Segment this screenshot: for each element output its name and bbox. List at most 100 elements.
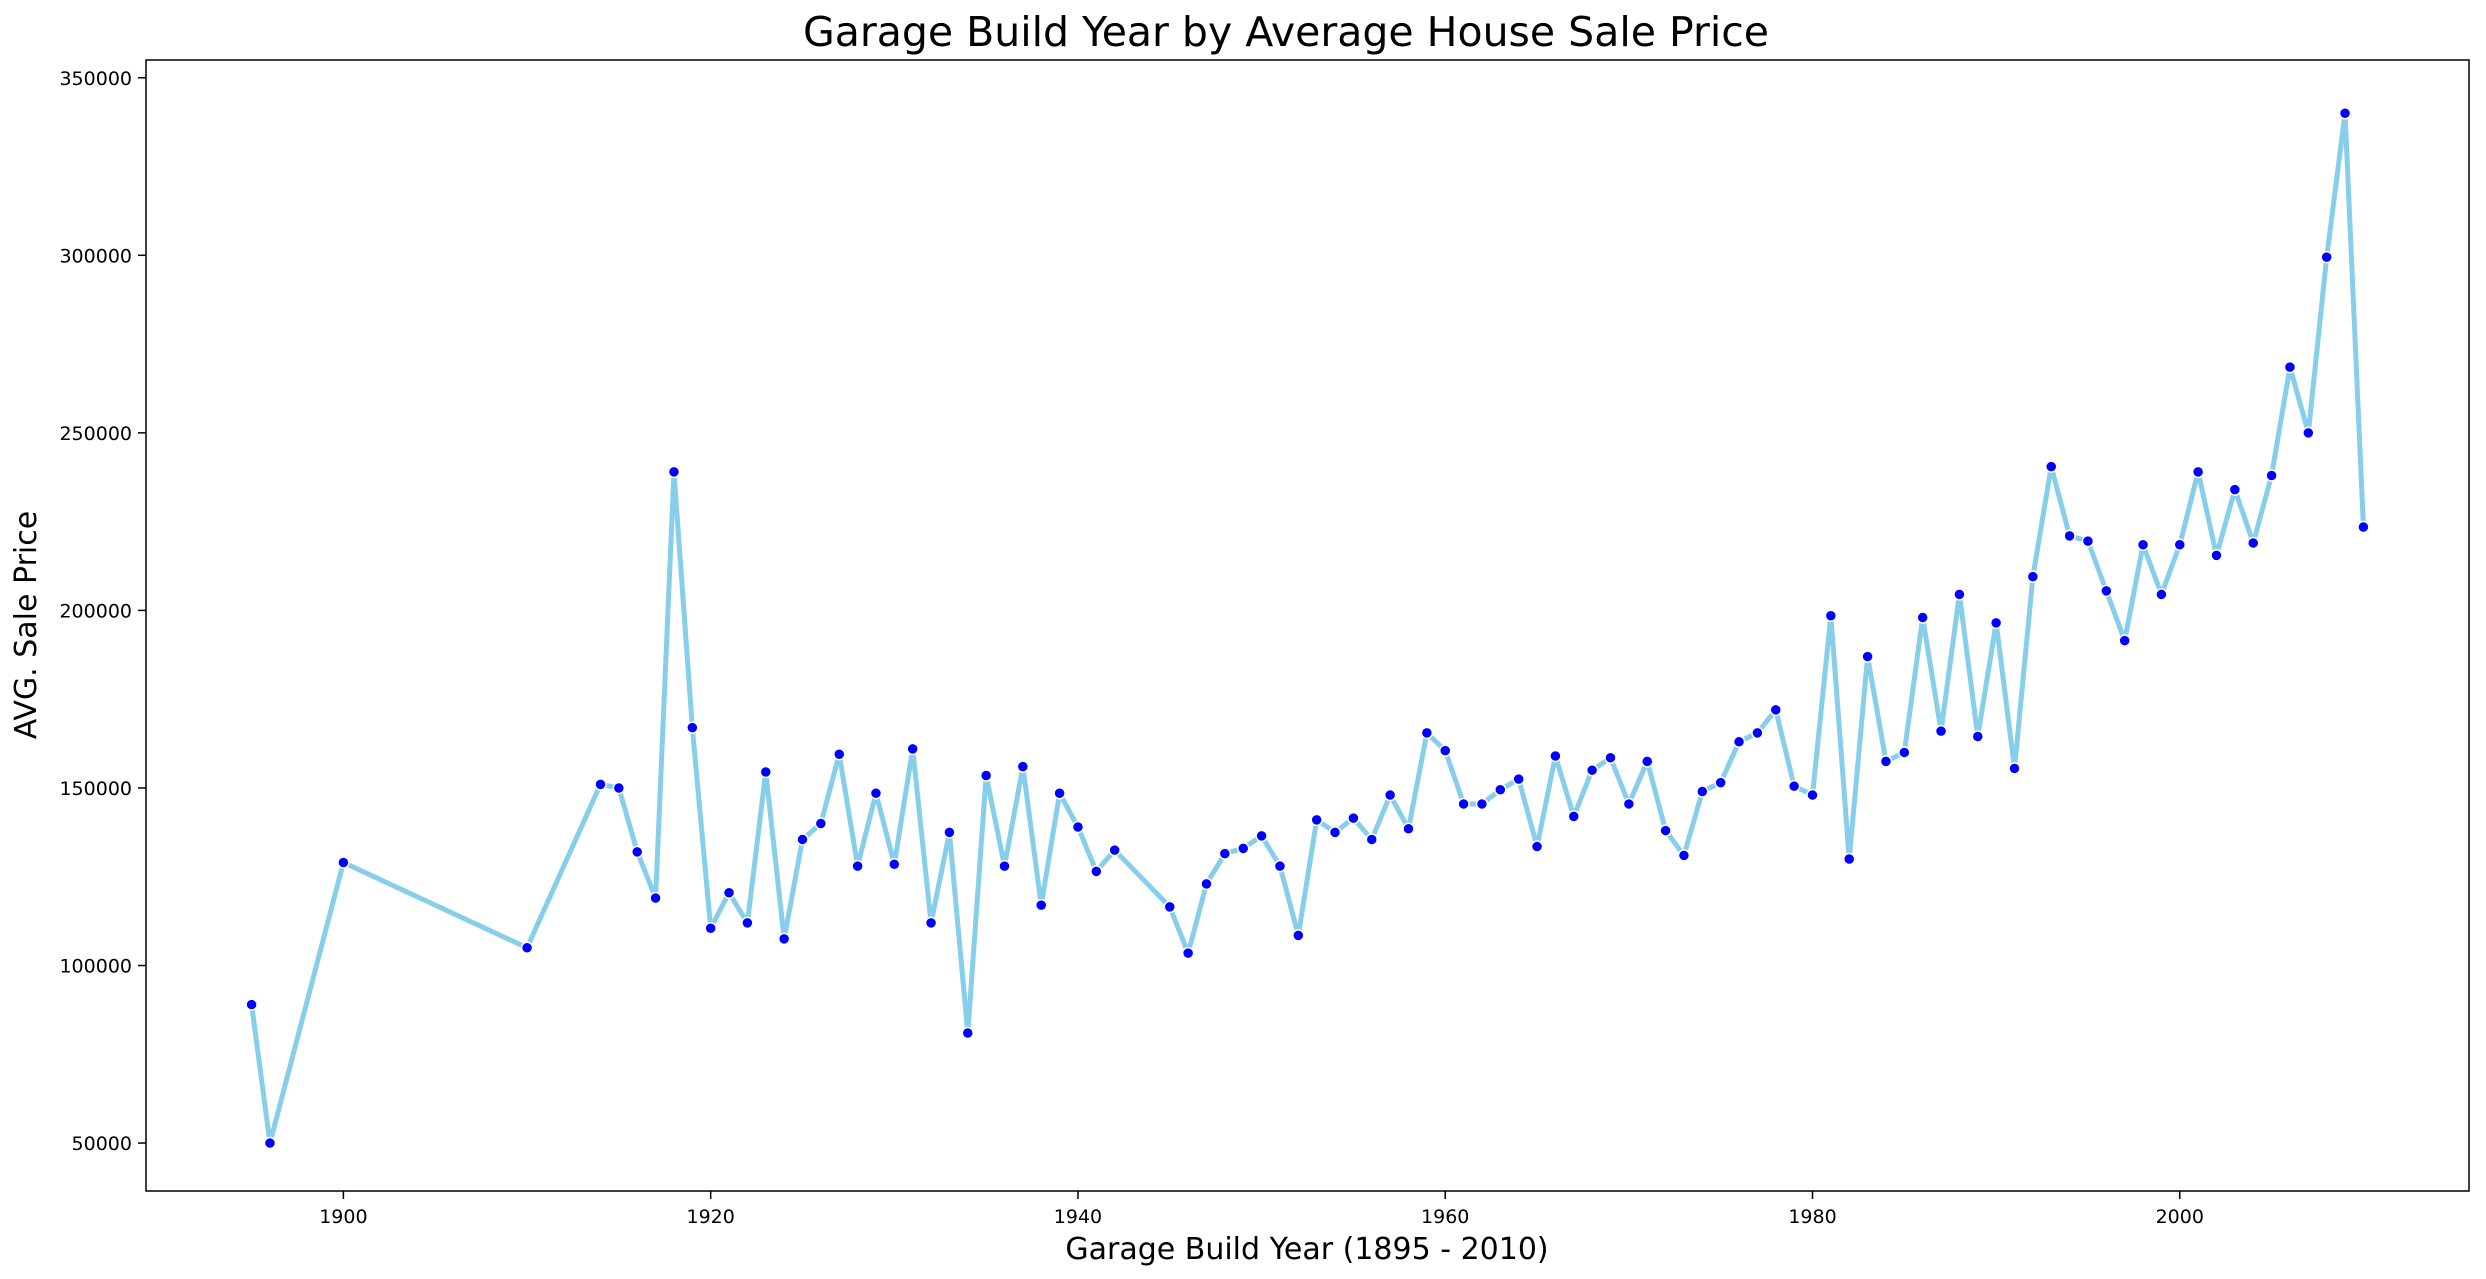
data-point	[1842, 852, 1856, 866]
x-tick-label: 2000	[2156, 1206, 2204, 1228]
data-point	[1769, 703, 1783, 717]
data-point	[1181, 946, 1195, 960]
data-point	[1034, 898, 1048, 912]
data-point	[814, 817, 828, 830]
data-point	[2283, 360, 2297, 374]
data-point	[1971, 730, 1985, 743]
data-point	[1622, 797, 1636, 811]
data-point	[2320, 250, 2333, 264]
data-point	[1438, 744, 1452, 757]
data-point	[337, 856, 350, 869]
data-point	[1989, 616, 2003, 630]
data-point	[520, 941, 534, 955]
data-point	[263, 1136, 277, 1150]
data-point	[1108, 843, 1121, 857]
data-point	[1200, 877, 1213, 891]
data-point	[1549, 749, 1562, 763]
data-point	[961, 1026, 975, 1040]
data-point	[906, 742, 919, 756]
x-tick-label: 1960	[1421, 1206, 1469, 1228]
data-point	[2173, 538, 2187, 551]
data-point	[649, 891, 662, 905]
plot-area	[245, 107, 2370, 1150]
data-point	[1347, 811, 1360, 825]
data-point	[1071, 820, 1085, 834]
plot-frame	[145, 59, 2470, 1192]
data-point	[759, 765, 773, 779]
data-point	[1273, 859, 1287, 873]
data-point	[2246, 536, 2260, 550]
data-point	[2044, 460, 2058, 473]
data-point	[630, 845, 644, 859]
data-point	[1328, 826, 1342, 839]
series-line	[249, 110, 2366, 1146]
x-tick-label: 1900	[319, 1206, 367, 1228]
data-point	[1383, 788, 1397, 802]
x-tick-label: 1920	[687, 1206, 735, 1228]
data-point	[1053, 787, 1066, 800]
data-point	[2008, 762, 2021, 775]
data-point	[2081, 534, 2095, 548]
data-point	[1567, 810, 1581, 823]
chart-title: Garage Build Year by Average House Sale …	[803, 8, 1769, 56]
data-point	[667, 465, 681, 479]
x-tick-label: 1940	[1054, 1206, 1102, 1228]
data-point	[1751, 726, 1764, 740]
data-point	[245, 998, 258, 1011]
data-point	[2265, 469, 2278, 482]
data-point	[796, 833, 809, 846]
data-point	[1255, 829, 1268, 843]
data-point	[832, 747, 846, 761]
data-point	[704, 921, 717, 935]
data-point	[1292, 929, 1305, 942]
y-tick-label: 50000	[72, 1133, 132, 1155]
data-point	[1640, 755, 1654, 768]
data-point	[1953, 588, 1966, 601]
y-axis: 50000 100000 150000 200000 250000 300000 35000…	[59, 68, 146, 1155]
data-point	[2100, 584, 2113, 598]
data-point	[777, 932, 791, 946]
data-point	[1530, 840, 1544, 853]
data-point	[594, 778, 607, 791]
x-axis: 1900 1920 1940 1960 1980 2000	[319, 1191, 2204, 1228]
data-point	[1604, 751, 1617, 765]
data-point	[1732, 735, 1746, 749]
data-point	[998, 859, 1011, 873]
y-axis-title: AVG. Sale Price	[9, 511, 44, 739]
data-point	[1475, 797, 1489, 811]
data-point	[1218, 847, 1232, 860]
data-point	[1016, 760, 1030, 773]
data-point	[1879, 755, 1893, 768]
data-point	[612, 781, 626, 795]
data-point	[888, 858, 901, 871]
data-point	[943, 826, 956, 839]
x-tick-label: 1980	[1788, 1206, 1836, 1228]
data-point	[1420, 726, 1434, 740]
data-point	[1824, 609, 1838, 622]
y-tick-label: 350000	[59, 68, 132, 90]
data-point	[2063, 529, 2076, 543]
data-point	[686, 721, 699, 734]
data-point	[2302, 426, 2315, 440]
data-point	[1236, 842, 1250, 855]
y-tick-label: 250000	[59, 423, 132, 445]
data-point	[1163, 900, 1177, 914]
y-tick-label: 100000	[59, 956, 132, 978]
data-point	[979, 769, 993, 782]
data-point	[1787, 779, 1801, 793]
data-point	[1934, 724, 1948, 738]
data-point	[869, 787, 883, 800]
data-point	[722, 886, 736, 899]
data-point	[1696, 785, 1709, 798]
data-point	[1861, 650, 1874, 663]
data-point	[2210, 549, 2223, 562]
data-point	[741, 916, 754, 930]
data-point	[1457, 797, 1470, 811]
data-point	[1585, 763, 1599, 777]
data-point	[2357, 520, 2370, 534]
data-point	[1402, 822, 1415, 836]
data-point	[1365, 833, 1379, 846]
y-tick-label: 300000	[59, 245, 132, 267]
data-point	[924, 916, 938, 930]
